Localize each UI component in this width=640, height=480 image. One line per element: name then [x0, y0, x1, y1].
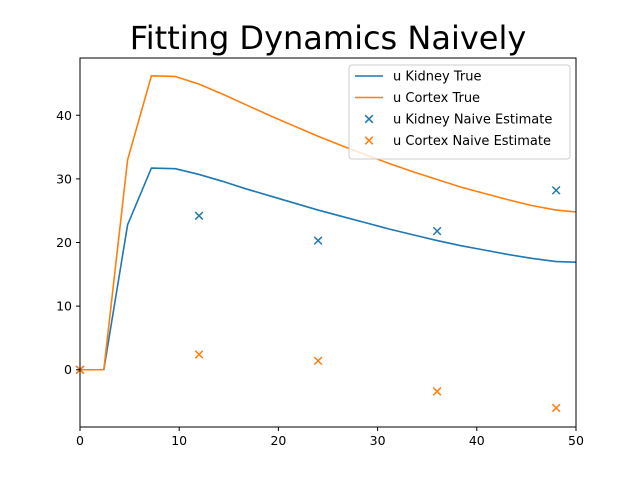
legend-item: u Cortex Naive Estimate [364, 134, 551, 149]
x-tick-label: 0 [76, 433, 84, 448]
y-tick-label: 0 [64, 362, 72, 377]
y-axis: 0 10 20 30 40 [56, 108, 80, 377]
legend-label: u Kidney True [393, 70, 481, 85]
legend: u Kidney True u Cortex True u Kidney Naive… [348, 64, 571, 160]
legend-label: u Kidney Naive Estimate [393, 113, 552, 128]
scatter-point-u-kidney-naive-estimate [313, 236, 323, 245]
x-tick-label: 10 [171, 433, 187, 448]
y-tick-label: 10 [56, 299, 72, 314]
scatter-point-u-cortex-naive-estimate [432, 387, 442, 396]
scatter-point-u-cortex-naive-estimate [551, 403, 561, 413]
series-line-u-kidney-true [80, 167, 577, 371]
legend-marker-swatch [364, 114, 374, 124]
legend-item: u Cortex True [355, 91, 480, 106]
y-tick-label: 30 [56, 171, 72, 186]
y-tick-label: 20 [56, 235, 72, 250]
legend-item: u Kidney True [355, 70, 481, 85]
scatter-point-u-cortex-naive-estimate [194, 350, 204, 359]
legend-marker-swatch [364, 136, 374, 145]
legend-label: u Cortex True [393, 91, 480, 106]
legend-item: u Kidney Naive Estimate [364, 113, 552, 128]
x-tick-label: 40 [469, 433, 485, 448]
x-axis: 0 10 20 30 40 50 [76, 427, 584, 448]
x-tick-label: 50 [568, 433, 584, 448]
scatter-point-u-cortex-naive-estimate [313, 356, 323, 366]
x-tick-label: 20 [270, 433, 286, 448]
series-line-u-cortex-true [80, 75, 577, 371]
scatter-point-u-kidney-naive-estimate [432, 226, 442, 236]
scatter-point-u-kidney-naive-estimate [551, 186, 561, 195]
x-tick-label: 30 [370, 433, 386, 448]
y-tick-label: 40 [56, 108, 72, 123]
chart-title: Fitting Dynamics Naively [130, 19, 527, 57]
legend-label: u Cortex Naive Estimate [393, 134, 551, 149]
scatter-point-u-kidney-naive-estimate [194, 211, 204, 221]
plot-frame [79, 57, 577, 428]
legend-box [348, 64, 571, 160]
